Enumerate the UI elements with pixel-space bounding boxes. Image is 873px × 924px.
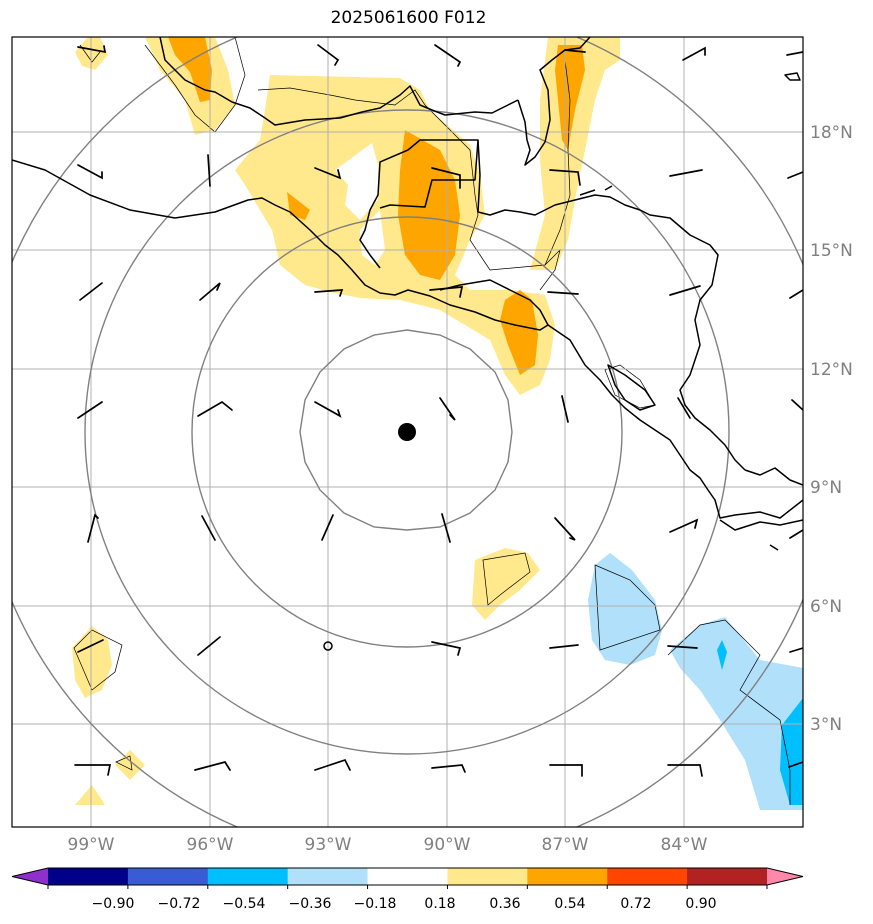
map-title: 2025061600 F012: [330, 8, 487, 28]
range-ring-9deg: [84, 109, 730, 755]
colorbar-tick-label: −0.36: [289, 896, 332, 912]
panama-coast: [744, 467, 803, 486]
belize-honduras-coast: [477, 194, 746, 471]
positive-anomaly-fills: [72, 37, 620, 805]
gulf-coast-mexico: [159, 37, 519, 126]
fill-southern-mexico: [235, 75, 555, 395]
lat-labels: 3°N 6°N 9°N 12°N 15°N 18°N: [810, 123, 853, 735]
fill-honduras-orange: [500, 290, 538, 375]
colorbar-segment: [527, 868, 608, 885]
colombia-coast: [719, 519, 803, 531]
range-rings: [12, 37, 803, 827]
colorbar-segment: [767, 868, 803, 885]
colorbar-segment: [367, 868, 448, 885]
colorbar: −0.90 −0.72 −0.54 −0.36 −0.18 0.18 0.36 …: [11, 867, 804, 912]
colorbar-segment: [687, 868, 768, 885]
coastlines: [12, 37, 803, 551]
yucatan-coast: [517, 37, 591, 166]
lake-nicaragua: [607, 364, 656, 411]
fill-galapagos-light-blue: [588, 553, 662, 665]
lon-labels: 99°W 96°W 93°W 90°W 87°W 84°W: [68, 835, 708, 855]
colorbar-tick-label: 0.36: [489, 896, 520, 912]
lon-label: 93°W: [305, 835, 352, 855]
lon-label: 90°W: [424, 835, 471, 855]
fill-east-pacific: [472, 548, 540, 620]
range-ring-6deg: [191, 216, 623, 648]
fill-colombia-deep-blue: [780, 698, 803, 805]
fill-oaxaca-orange: [287, 192, 310, 220]
colorbar-tick-label: −0.72: [158, 896, 201, 912]
map-frame: [11, 36, 804, 828]
fill-hole-1: [335, 143, 378, 220]
fill-yucatan: [530, 37, 620, 270]
storm-center-marker: [398, 423, 416, 441]
colorbar-segment: [207, 868, 289, 885]
sw-islands: [784, 72, 801, 81]
colorbar-segment: [48, 868, 129, 885]
contour-outlines: [73, 37, 791, 805]
colorbar-segment: [607, 868, 688, 885]
colorbar-tick-label: −0.54: [223, 896, 266, 912]
lon-label: 84°W: [661, 835, 708, 855]
colorbar-tick-label: −0.90: [92, 896, 135, 912]
wind-barbs: [74, 44, 803, 777]
fill-mexico-north-orange: [168, 37, 212, 102]
lat-label: 18°N: [810, 123, 853, 143]
fill-west-blob: [72, 626, 112, 698]
colorbar-segment: [12, 868, 48, 885]
colorbar-tick-labels: −0.90 −0.72 −0.54 −0.36 −0.18 0.18 0.36 …: [92, 896, 717, 912]
belize-border: [477, 139, 481, 213]
fill-guatemala-orange: [398, 130, 460, 280]
graticule: [12, 37, 803, 827]
colorbar-segments: [11, 867, 804, 886]
fill-sw-small: [115, 750, 145, 780]
lon-label: 87°W: [542, 835, 589, 855]
colorbar-ticks: [47, 885, 768, 889]
lat-label: 3°N: [810, 715, 842, 735]
negative-anomaly-fills: [588, 553, 803, 810]
colorbar-segment: [447, 868, 528, 885]
colorbar-segment: [287, 868, 369, 885]
lat-label: 15°N: [810, 241, 853, 261]
honduras-border: [439, 279, 549, 326]
colorbar-segment: [127, 868, 209, 885]
colorbar-tick-label: 0.90: [685, 896, 716, 912]
guatemala-border: [359, 139, 479, 269]
calm-wind-circle: [323, 641, 333, 651]
pacific-coast-mexico: [12, 159, 549, 331]
lon-label: 96°W: [187, 835, 234, 855]
lon-label: 99°W: [68, 835, 115, 855]
lat-label: 12°N: [810, 360, 853, 380]
colorbar-tick-label: 0.54: [554, 896, 585, 912]
fill-small-deep-blue: [717, 640, 727, 670]
colorbar-tick-label: 0.72: [620, 896, 651, 912]
fill-colombia-light-blue: [670, 617, 803, 810]
lat-label: 6°N: [810, 597, 842, 617]
fill-sw-bottom: [75, 785, 105, 805]
lat-label: 9°N: [810, 478, 842, 498]
colorbar-tick-label: −0.18: [354, 896, 397, 912]
caribbean-islands: [579, 185, 779, 551]
range-ring-3deg: [299, 329, 513, 531]
colorbar-tick-label: 0.18: [424, 896, 455, 912]
central-america-pacific: [547, 324, 803, 519]
